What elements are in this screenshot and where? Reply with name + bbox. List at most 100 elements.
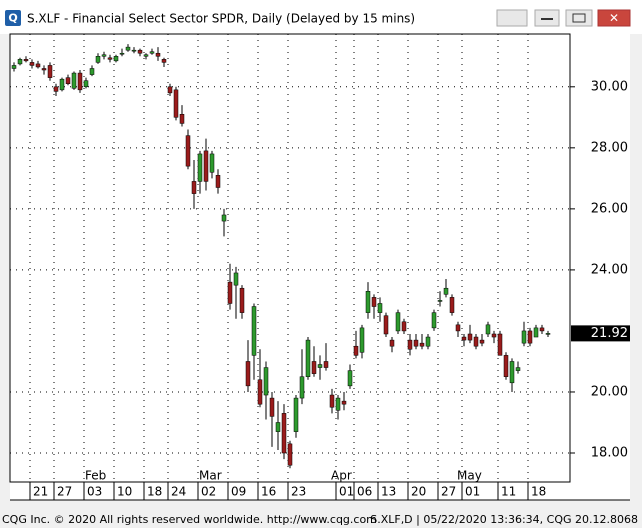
- last-price-label: 21.92: [591, 326, 628, 341]
- x-tick-label: 18: [531, 485, 546, 499]
- link-button[interactable]: [496, 9, 528, 27]
- candle-body: [77, 72, 83, 91]
- candle-body: [437, 300, 443, 302]
- maximize-glyph: [572, 13, 586, 23]
- y-tick-label: 20.00: [591, 384, 628, 399]
- candle-body: [329, 394, 335, 408]
- candle-body: [401, 321, 407, 332]
- candle-body: [125, 46, 131, 51]
- candle-body: [497, 333, 503, 356]
- candle-body: [485, 324, 491, 335]
- candle-body: [11, 65, 17, 69]
- x-tick-label: 24: [171, 485, 186, 499]
- x-tick-label: 01: [339, 485, 354, 499]
- candle-body: [515, 367, 521, 371]
- month-label: Apr: [331, 469, 352, 483]
- x-tick-label: 18: [147, 485, 162, 499]
- x-tick-label: 02: [201, 485, 216, 499]
- candle-body: [455, 324, 461, 332]
- candle-body: [431, 312, 437, 329]
- app-icon-label: Q: [8, 12, 17, 25]
- maximize-button[interactable]: [565, 9, 593, 27]
- candle-body: [311, 361, 317, 374]
- candle-body: [413, 339, 419, 347]
- plot-frame: [9, 33, 571, 483]
- candle-body: [341, 400, 347, 405]
- candle-body: [179, 114, 185, 124]
- candle-body: [101, 54, 107, 57]
- window-title: S.XLF - Financial Select Sector SPDR, Da…: [27, 12, 415, 26]
- candle-body: [143, 54, 149, 57]
- candle-body: [155, 52, 161, 57]
- candle-body: [371, 297, 377, 307]
- candle-body: [185, 135, 191, 167]
- candle-body: [287, 443, 293, 466]
- candle-body: [173, 89, 179, 118]
- candle-body: [335, 397, 341, 411]
- candle-body: [323, 361, 329, 368]
- app-icon: [5, 10, 21, 26]
- y-tick-label: 28.00: [591, 140, 628, 155]
- candle-body: [461, 336, 467, 341]
- candle-body: [149, 51, 155, 54]
- candle-body: [509, 361, 515, 384]
- close-glyph: ✕: [609, 11, 619, 25]
- x-tick-label: 23: [291, 485, 306, 499]
- candle-body: [443, 287, 449, 295]
- candle-body: [479, 339, 485, 344]
- candle-body: [245, 361, 251, 387]
- candle-body: [539, 327, 545, 332]
- candle-body: [167, 86, 173, 94]
- candle-body: [59, 78, 65, 91]
- candle-body: [23, 59, 29, 62]
- candle-body: [419, 342, 425, 347]
- candle-body: [161, 59, 167, 63]
- candle-body: [107, 57, 113, 60]
- candle-body: [17, 59, 23, 65]
- candle-body: [293, 397, 299, 432]
- candle-body: [305, 339, 311, 377]
- candle-body: [299, 376, 305, 399]
- x-tick-label: 16: [261, 485, 276, 499]
- candle-body: [377, 303, 383, 313]
- candle-body: [137, 49, 143, 54]
- candle-body: [521, 330, 527, 344]
- candle-body: [89, 68, 95, 75]
- last-price-box: [571, 325, 630, 342]
- footer-right: S.XLF,D | 05/22/2020 13:36:34, CQG 20.12…: [370, 513, 638, 526]
- candle-body: [545, 333, 551, 335]
- candle-body: [53, 86, 59, 92]
- candle-body: [317, 364, 323, 368]
- candle-body: [83, 80, 89, 88]
- x-tick-label: 09: [231, 485, 246, 499]
- candle-body: [41, 68, 47, 71]
- candle-body: [365, 291, 371, 313]
- candle-body: [269, 397, 275, 417]
- candle-body: [203, 150, 209, 182]
- candle-body: [71, 72, 77, 89]
- x-tick-label: 21: [33, 485, 48, 499]
- y-tick-label: 18.00: [591, 446, 628, 461]
- chart-panel: [10, 34, 630, 500]
- close-button[interactable]: [597, 9, 631, 27]
- candle-body: [65, 77, 71, 84]
- candle-body: [191, 181, 197, 194]
- candle-body: [533, 327, 539, 338]
- candle-body: [263, 367, 269, 396]
- candle-body: [281, 413, 287, 454]
- candle-body: [239, 287, 245, 313]
- candle-body: [275, 422, 281, 432]
- candle-body: [227, 281, 233, 304]
- candle-body: [215, 175, 221, 188]
- candle-body: [353, 345, 359, 356]
- candle-body: [467, 333, 473, 341]
- candle-body: [257, 379, 263, 405]
- candle-body: [473, 336, 479, 347]
- x-tick-label: 27: [441, 485, 456, 499]
- y-tick-label: 30.00: [591, 79, 628, 94]
- candle-body: [221, 214, 227, 222]
- candle-body: [113, 56, 119, 62]
- x-tick-label: 06: [357, 485, 372, 499]
- x-tick-label: 03: [87, 485, 102, 499]
- x-tick-label: 11: [501, 485, 516, 499]
